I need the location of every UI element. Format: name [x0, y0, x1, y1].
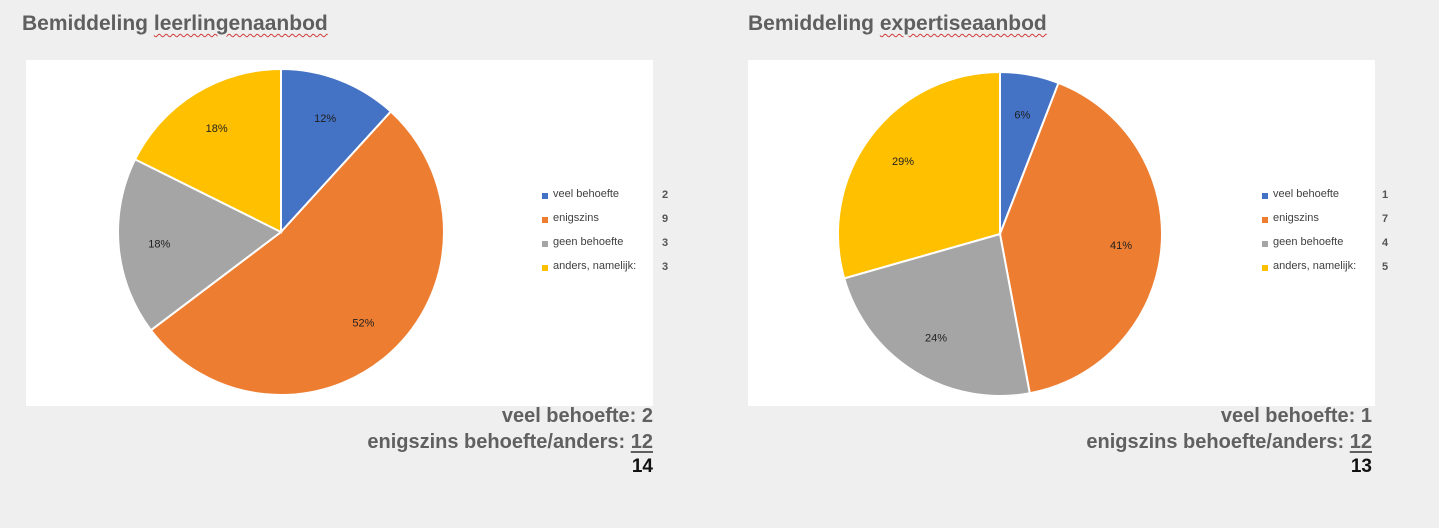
legend-count: 3 — [662, 261, 669, 273]
panel-expertiseaanbod: Bemiddeling expertiseaanbod 6% 41% 24% 29% … — [720, 0, 1388, 528]
legend-count: 2 — [662, 189, 669, 201]
legend-item-anders-namelijk: anders, namelijk: 5 — [1262, 260, 1412, 284]
pie-slice-anders-namelijk — [837, 70, 1001, 280]
legend-item-geen-behoefte: geen behoefte 4 — [1262, 236, 1412, 260]
chart-area: 6% 41% 24% 29% veel behoefte 1 enigszins 7 geen… — [748, 60, 1388, 406]
pie-slice-geen-behoefte — [117, 158, 283, 332]
legend: veel behoefte 1 enigszins 7 geen behoefte 4 an… — [1262, 188, 1412, 284]
legend-item-geen-behoefte: geen behoefte 3 — [542, 236, 692, 260]
data-label-anders-namelijk: 18% — [206, 123, 228, 135]
data-label-geen-behoefte: 24% — [925, 332, 947, 344]
chart-title: Bemiddeling expertiseaanbod — [748, 12, 1047, 35]
legend-swatch — [1262, 193, 1268, 199]
legend-count: 1 — [1382, 189, 1389, 201]
legend-swatch — [1262, 265, 1268, 271]
legend-label: enigszins — [1273, 212, 1319, 224]
legend-count: 9 — [662, 213, 669, 225]
legend-item-enigszins: enigszins 9 — [542, 212, 692, 236]
summary-line-veel-behoefte: veel behoefte: 1 — [1220, 405, 1372, 427]
summary-line-veel-behoefte: veel behoefte: 2 — [501, 405, 653, 427]
chart-area: 12% 52% 18% 18% veel behoefte 2 enigszins 9 gee… — [26, 60, 668, 406]
summary-total: 13 — [1350, 456, 1372, 477]
legend-swatch — [542, 241, 548, 247]
data-label-enigszins: 41% — [1110, 240, 1132, 252]
pie-slice-anders-namelijk — [133, 67, 282, 234]
pie-chart: 12% 52% 18% 18% — [117, 67, 445, 396]
pie-slice-veel-behoefte — [280, 67, 393, 235]
legend-swatch — [1262, 217, 1268, 223]
data-label-anders-namelijk: 29% — [892, 156, 914, 168]
legend-item-enigszins: enigszins 7 — [1262, 212, 1412, 236]
summary: veel behoefte: 2 enigszins behoefte/ande… — [0, 403, 653, 479]
legend-item-anders-namelijk: anders, namelijk: 3 — [542, 260, 692, 284]
legend-label: geen behoefte — [1273, 236, 1344, 248]
legend-label: enigszins — [553, 212, 599, 224]
legend-count: 7 — [1382, 213, 1389, 225]
data-label-geen-behoefte: 18% — [148, 238, 170, 250]
panel-leerlingenaanbod: Bemiddeling leerlingenaanbod 12% 52% 18% 18… — [0, 0, 668, 528]
summary: veel behoefte: 1 enigszins behoefte/ande… — [720, 403, 1372, 479]
legend-label: veel behoefte — [1273, 188, 1340, 200]
legend-swatch — [1262, 241, 1268, 247]
summary-line-enigszins: enigszins behoefte/anders: 12 — [1086, 431, 1372, 453]
summary-line-enigszins: enigszins behoefte/anders: 12 — [367, 431, 653, 453]
pie-chart: 6% 41% 24% 29% — [837, 70, 1163, 397]
legend-count: 5 — [1382, 261, 1389, 273]
legend-count: 4 — [1382, 237, 1389, 249]
data-label-veel-behoefte: 12% — [314, 113, 336, 125]
pie-slice-enigszins — [998, 81, 1163, 395]
chart-title: Bemiddeling leerlingenaanbod — [22, 12, 328, 35]
legend-label: anders, namelijk: — [1273, 260, 1357, 272]
pie-slice-enigszins — [149, 110, 445, 396]
legend-count: 3 — [662, 237, 669, 249]
legend: veel behoefte 2 enigszins 9 geen behoefte 3 an… — [542, 188, 692, 284]
legend-item-veel-behoefte: veel behoefte 1 — [1262, 188, 1412, 212]
pie-slice-geen-behoefte — [842, 232, 1031, 397]
legend-swatch — [542, 265, 548, 271]
legend-swatch — [542, 193, 548, 199]
data-label-enigszins: 52% — [352, 317, 374, 329]
legend-item-veel-behoefte: veel behoefte 2 — [542, 188, 692, 212]
legend-label: geen behoefte — [553, 236, 624, 248]
legend-swatch — [542, 217, 548, 223]
summary-total: 14 — [631, 456, 653, 477]
legend-label: anders, namelijk: — [553, 260, 637, 272]
legend-label: veel behoefte — [553, 188, 620, 200]
data-label-veel-behoefte: 6% — [1014, 110, 1030, 122]
